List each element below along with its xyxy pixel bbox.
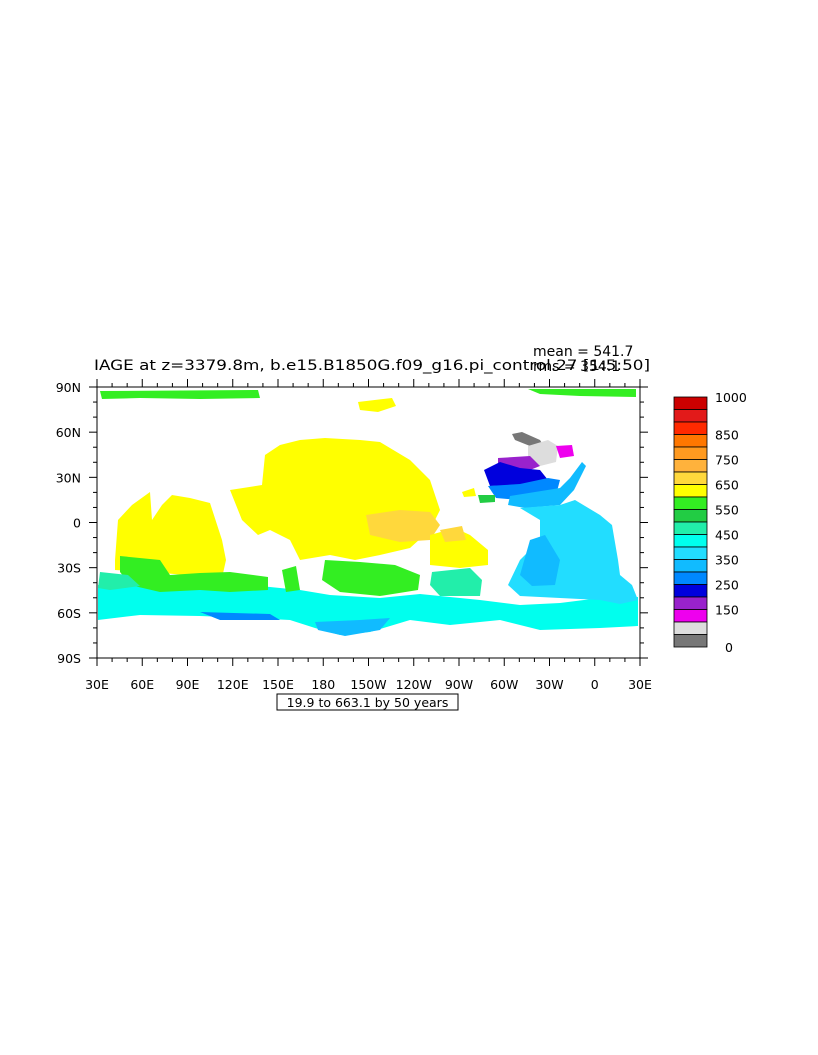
colorbar-label: 350	[715, 553, 739, 568]
map-axes: 30E 60E 90E 120E 150E 180 150W 120W 90W 60W 30W 0 30…	[56, 379, 652, 692]
region-tasman-green	[282, 566, 300, 592]
lat-tick-label: 0	[73, 516, 81, 531]
colorbar-swatch	[673, 571, 708, 585]
lat-tick-label: 60S	[57, 606, 81, 621]
map-title: IAGE at z=3379.8m, b.e15.B1850G.f09_g16.…	[94, 358, 650, 374]
colorbar-swatch	[673, 484, 708, 498]
colorbar-swatch	[673, 459, 708, 473]
lon-tick-label: 90E	[176, 677, 200, 692]
colorbar-swatch	[673, 559, 708, 573]
lon-tick-label: 150W	[350, 677, 386, 692]
region-arctic-small	[358, 398, 396, 412]
lon-tick-label: 150E	[262, 677, 294, 692]
lon-tick-label: 90W	[445, 677, 473, 692]
lon-tick-label: 180	[311, 677, 335, 692]
region-se-pacific-cyan	[430, 568, 482, 596]
region-north-atlantic-blue	[484, 462, 548, 486]
colorbar-legend: 1000 850 750 650 550 450 350 250 150 0	[673, 390, 747, 655]
lat-tick-label: 30N	[56, 470, 81, 485]
colorbar-label: 150	[715, 603, 739, 618]
lon-tick-label: 30W	[535, 677, 563, 692]
stat-rms: rms = 354.1	[533, 359, 620, 375]
region-indian-ocean	[115, 492, 226, 578]
region-weddell-edge	[200, 612, 280, 620]
lat-tick-label: 90N	[56, 380, 81, 395]
subtitle-label: 19.9 to 663.1 by 50 years	[287, 695, 449, 710]
colorbar-swatch	[673, 621, 708, 635]
colorbar-label: 750	[715, 453, 739, 468]
colorbar-label: 550	[715, 503, 739, 518]
lon-tick-label: 120W	[396, 677, 432, 692]
colorbar-label: 1000	[715, 390, 747, 405]
region-atlantic-subtropic	[508, 462, 586, 508]
region-indian-south	[120, 556, 268, 592]
colorbar-swatch	[673, 496, 708, 510]
region-pacific-green	[322, 560, 420, 596]
colorbar-label: 0	[725, 640, 733, 655]
region-central-pacific-core	[366, 510, 440, 542]
region-greenland-light	[528, 440, 558, 466]
region-brazil-basin	[520, 535, 560, 586]
lat-tick-label: 90S	[57, 651, 81, 666]
colorbar-swatch	[673, 521, 708, 535]
colorbar-label: 250	[715, 578, 739, 593]
region-southern-ocean	[98, 585, 638, 635]
region-caribbean	[462, 488, 476, 497]
lon-tick-label: 30E	[628, 677, 652, 692]
colorbar-swatch	[673, 584, 708, 598]
colorbar-swatch	[673, 396, 708, 410]
subtitle-box	[276, 693, 459, 711]
lon-tick-label: 120E	[217, 677, 249, 692]
lon-tick-label: 0	[591, 677, 599, 692]
region-nordic-magenta	[556, 445, 574, 458]
lat-tick-label: 60N	[56, 425, 81, 440]
region-west-pacific	[230, 438, 440, 560]
lon-tick-label: 60W	[490, 677, 518, 692]
colorbar-swatch	[673, 434, 708, 448]
lon-tick-label: 60E	[130, 677, 154, 692]
colorbar-label: 450	[715, 528, 739, 543]
colorbar-label: 650	[715, 478, 739, 493]
colorbar-swatch	[673, 546, 708, 560]
colorbar-label: 850	[715, 428, 739, 443]
ocean-age-field	[98, 389, 638, 636]
lat-tick-label: 30S	[57, 561, 81, 576]
colorbar-swatch	[673, 634, 708, 648]
region-indian-south-cyan	[98, 572, 140, 590]
region-ross-sea-edge	[315, 618, 390, 636]
region-arctic-west	[100, 390, 260, 399]
colorbar-swatch	[673, 509, 708, 523]
region-gulf-green	[478, 495, 495, 503]
colorbar-swatch	[673, 609, 708, 623]
colorbar-swatch	[673, 471, 708, 485]
stat-mean: mean = 541.7	[533, 344, 633, 360]
colorbar-swatch	[673, 409, 708, 423]
colorbar-swatch	[673, 446, 708, 460]
colorbar-swatch	[673, 534, 708, 548]
colorbar-swatch	[673, 596, 708, 610]
colorbar-swatch	[673, 421, 708, 435]
region-east-pacific-core	[440, 526, 466, 542]
region-arctic-east	[528, 389, 636, 397]
lon-tick-label: 30E	[85, 677, 109, 692]
